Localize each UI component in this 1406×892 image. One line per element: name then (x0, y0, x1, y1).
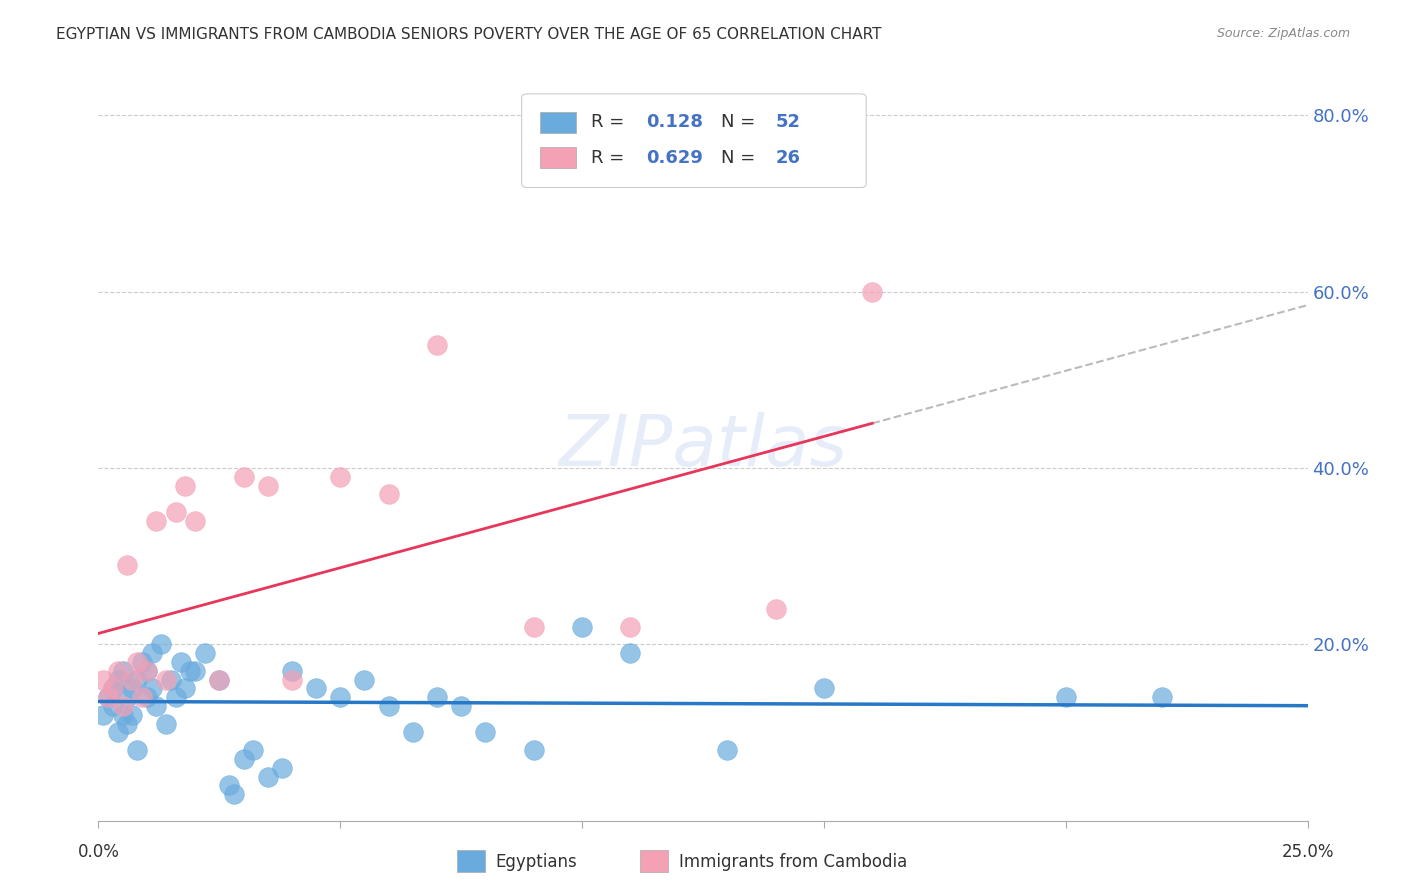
Point (402, 725, 425, 739)
Point (131, 655, 153, 669)
Point (716, 743, 738, 757)
Point (135, 664, 157, 678)
Point (329, 470, 352, 484)
Point (232, 752, 254, 766)
FancyBboxPatch shape (540, 147, 576, 168)
Point (97, 690, 120, 705)
Point (169, 655, 191, 669)
Text: EGYPTIAN VS IMMIGRANTS FROM CAMBODIA SENIORS POVERTY OVER THE AGE OF 65 CORRELAT: EGYPTIAN VS IMMIGRANTS FROM CAMBODIA SEN… (56, 27, 882, 42)
Point (329, 690, 352, 705)
Text: R =: R = (591, 149, 630, 167)
Text: R =: R = (591, 113, 630, 131)
Text: Source: ZipAtlas.com: Source: ZipAtlas.com (1216, 27, 1350, 40)
Point (271, 761, 294, 775)
Point (256, 478, 278, 492)
Text: 25.0%: 25.0% (1281, 843, 1334, 861)
Point (813, 681, 835, 696)
Point (101, 699, 124, 714)
Point (523, 620, 546, 634)
Point (426, 690, 449, 705)
Point (174, 681, 197, 696)
Point (523, 743, 546, 757)
Point (117, 558, 139, 572)
Point (222, 787, 245, 801)
Point (184, 664, 207, 678)
Point (141, 646, 163, 660)
Text: 52: 52 (776, 113, 800, 131)
Point (165, 690, 187, 705)
Point (208, 673, 231, 687)
Point (165, 505, 187, 519)
Text: N =: N = (721, 113, 761, 131)
Text: ZIPatlas: ZIPatlas (558, 411, 848, 481)
Bar (457, 850, 485, 872)
Bar (640, 850, 668, 872)
Point (127, 743, 149, 757)
Point (179, 664, 201, 678)
Point (127, 673, 149, 687)
Point (131, 690, 153, 705)
Point (426, 337, 449, 351)
Point (377, 487, 399, 501)
Text: 0.128: 0.128 (647, 113, 703, 131)
Point (155, 716, 177, 731)
Text: N =: N = (721, 149, 761, 167)
Text: 0.0%: 0.0% (77, 843, 120, 861)
Point (145, 699, 167, 714)
Point (1152, 690, 1174, 705)
Point (121, 681, 143, 696)
Point (619, 620, 641, 634)
Text: Immigrants from Cambodia: Immigrants from Cambodia (679, 853, 907, 871)
Point (208, 673, 231, 687)
Point (107, 725, 129, 739)
Point (377, 699, 399, 714)
Point (101, 681, 124, 696)
Point (101, 681, 124, 696)
Point (174, 478, 197, 492)
Point (97, 690, 120, 705)
Point (232, 470, 254, 484)
Point (305, 681, 328, 696)
Point (111, 707, 134, 722)
Point (765, 602, 787, 616)
Text: 0.629: 0.629 (647, 149, 703, 167)
Point (141, 681, 163, 696)
Point (145, 514, 167, 528)
Point (111, 664, 134, 678)
Point (111, 699, 134, 714)
Text: Egyptians: Egyptians (495, 853, 576, 871)
Point (194, 646, 217, 660)
Point (117, 716, 139, 731)
Point (242, 743, 264, 757)
Point (121, 707, 143, 722)
Point (107, 673, 129, 687)
Point (135, 690, 157, 705)
Point (218, 778, 240, 792)
Point (135, 664, 157, 678)
Point (150, 637, 173, 651)
Point (474, 725, 496, 739)
FancyBboxPatch shape (540, 112, 576, 133)
Point (256, 770, 278, 784)
Point (121, 673, 143, 687)
Point (107, 664, 129, 678)
Text: 26: 26 (776, 149, 800, 167)
Point (155, 673, 177, 687)
Point (117, 690, 139, 705)
Point (281, 673, 304, 687)
Point (281, 664, 304, 678)
Point (160, 673, 183, 687)
Point (571, 620, 593, 634)
Point (619, 646, 641, 660)
Point (450, 699, 472, 714)
FancyBboxPatch shape (522, 94, 866, 187)
Point (184, 514, 207, 528)
Point (127, 655, 149, 669)
Point (1054, 690, 1077, 705)
Point (860, 285, 883, 299)
Point (91, 707, 114, 722)
Point (353, 673, 375, 687)
Point (91, 673, 114, 687)
